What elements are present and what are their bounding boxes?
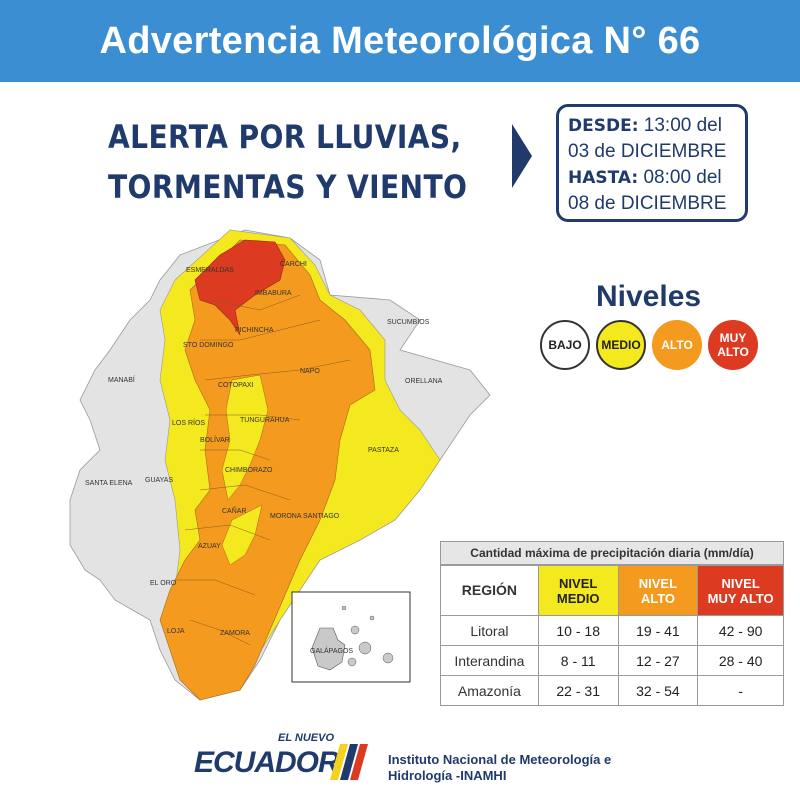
row-alto: 12 - 27 [617, 645, 699, 676]
row-region: Interandina [440, 645, 539, 676]
prov-morona-santiago: MORONA SANTIAGO [270, 513, 340, 520]
headline-prefix: ALERTA POR [108, 118, 316, 156]
desde-label: DESDE: [568, 116, 639, 136]
level-medio: MEDIO [596, 320, 646, 370]
prov-guayas: GUAYAS [145, 477, 173, 484]
prov-sto-domingo: STO DOMINGO [183, 342, 234, 349]
table-header-row: REGIÓN NIVEL MEDIO NIVEL ALTO NIVEL MUY ALT… [440, 565, 784, 616]
prov-cotopaxi: COTOPAXI [218, 382, 254, 389]
headline-line-1: ALERTA POR LLUVIAS, [108, 112, 461, 162]
levels-title: Niveles [596, 280, 702, 313]
prov-napo: NAPO [300, 368, 320, 375]
prov-chimborazo: CHIMBORAZO [225, 467, 273, 474]
table-row: Interandina 8 - 11 12 - 27 28 - 40 [440, 645, 784, 676]
prov-esmeraldas: ESMERALDAS [186, 267, 234, 274]
logo-big-text: ECUADOR [194, 746, 340, 779]
levels-legend: BAJO MEDIO ALTO MUY ALTO [540, 320, 760, 372]
level-muy-alto: MUY ALTO [708, 320, 758, 370]
hasta-date: 08 de DICIEMBRE [568, 193, 727, 214]
institution-line-2: Hidrología -INAMHI [388, 768, 507, 783]
flag-stripes-icon [330, 744, 368, 780]
page-title: Advertencia Meteorológica N° 66 [99, 19, 701, 62]
prov-loja: LOJA [167, 628, 185, 635]
prov-santa-elena: SANTA ELENA [85, 480, 133, 487]
el-nuevo-ecuador-logo: EL NUEVO ECUADOR [188, 730, 378, 790]
period-box: DESDE: 13:00 del 03 de DICIEMBRE HASTA: … [556, 104, 748, 222]
map-red-zone [194, 239, 286, 336]
precipitation-grid: REGIÓN NIVEL MEDIO NIVEL ALTO NIVEL MUY ALT… [440, 565, 784, 706]
level-bajo: BAJO [540, 320, 590, 370]
prov-sucumbios: SUCUMBIOS [387, 319, 430, 326]
headline-emphasis: LLUVIAS, [315, 118, 462, 156]
alert-headline: ALERTA POR LLUVIAS, TORMENTAS Y VIENTO [108, 112, 468, 212]
level-alto: ALTO [652, 320, 702, 370]
prov-orellana: ORELLANA [405, 378, 443, 385]
map-orange-zone [159, 239, 376, 701]
header-medio: NIVEL MEDIO [537, 565, 619, 616]
footer: EL NUEVO ECUADOR Instituto Nacional de M… [188, 730, 788, 790]
map-yellow-highland [221, 374, 269, 501]
header-region: REGIÓN [440, 565, 539, 616]
desde-value: 13:00 del [638, 115, 722, 136]
header-muy-alto: NIVEL MUY ALTO [697, 565, 784, 616]
row-medio: 8 - 11 [537, 645, 619, 676]
hasta-label: HASTA: [568, 168, 639, 188]
prov-pastaza: PASTAZA [368, 447, 399, 454]
row-medio: 10 - 18 [537, 615, 619, 646]
desde-date: 03 de DICIEMBRE [568, 141, 727, 162]
galapagos-inset [291, 591, 411, 683]
row-alto: 19 - 41 [617, 615, 699, 646]
logo-small-text: EL NUEVO [278, 732, 335, 744]
institution-name: Instituto Nacional de Meteorología e Hid… [388, 752, 611, 784]
prov-el-oro: EL ORO [150, 580, 177, 587]
row-muy-alto: - [697, 675, 784, 706]
prov-carchi: CARCHI [280, 261, 307, 268]
row-region: Amazonía [440, 675, 539, 706]
chevron-right-icon [512, 124, 532, 188]
headline-line-2: TORMENTAS Y VIENTO [108, 168, 468, 206]
row-region: Litoral [440, 615, 539, 646]
header-alto: NIVEL ALTO [617, 565, 699, 616]
table-caption: Cantidad máxima de precipitación diaria … [440, 541, 784, 565]
galapagos-islands [311, 627, 346, 671]
prov-bolivar: BOLÍVAR [200, 435, 230, 444]
row-muy-alto: 28 - 40 [697, 645, 784, 676]
map-yellow-south [221, 504, 263, 566]
prov-galapagos: GALÁPAGOS [310, 646, 353, 655]
precipitation-table: Cantidad máxima de precipitación diaria … [440, 541, 784, 706]
prov-pichincha: PICHINCHA [235, 327, 274, 334]
header-bar: Advertencia Meteorológica N° 66 [0, 0, 800, 82]
row-muy-alto: 42 - 90 [697, 615, 784, 646]
table-row: Litoral 10 - 18 19 - 41 42 - 90 [440, 615, 784, 646]
prov-imbabura: IMBABURA [255, 290, 292, 297]
prov-canar: CAÑAR [222, 506, 247, 515]
row-medio: 22 - 31 [537, 675, 619, 706]
prov-manabi: MANABÍ [108, 375, 135, 384]
table-row: Amazonía 22 - 31 32 - 54 - [440, 675, 784, 706]
prov-tungurahua: TUNGURAHUA [240, 417, 290, 424]
row-alto: 32 - 54 [617, 675, 699, 706]
prov-azuay: AZUAY [198, 543, 221, 550]
institution-line-1: Instituto Nacional de Meteorología e [388, 752, 612, 767]
prov-los-rios: LOS RÍOS [172, 418, 205, 427]
hasta-value: 08:00 del [638, 167, 722, 188]
ecuador-alert-map: ESMERALDAS CARCHI IMBABURA PICHINCHA SUC… [69, 229, 491, 701]
prov-zamora: ZAMORA [220, 630, 250, 637]
